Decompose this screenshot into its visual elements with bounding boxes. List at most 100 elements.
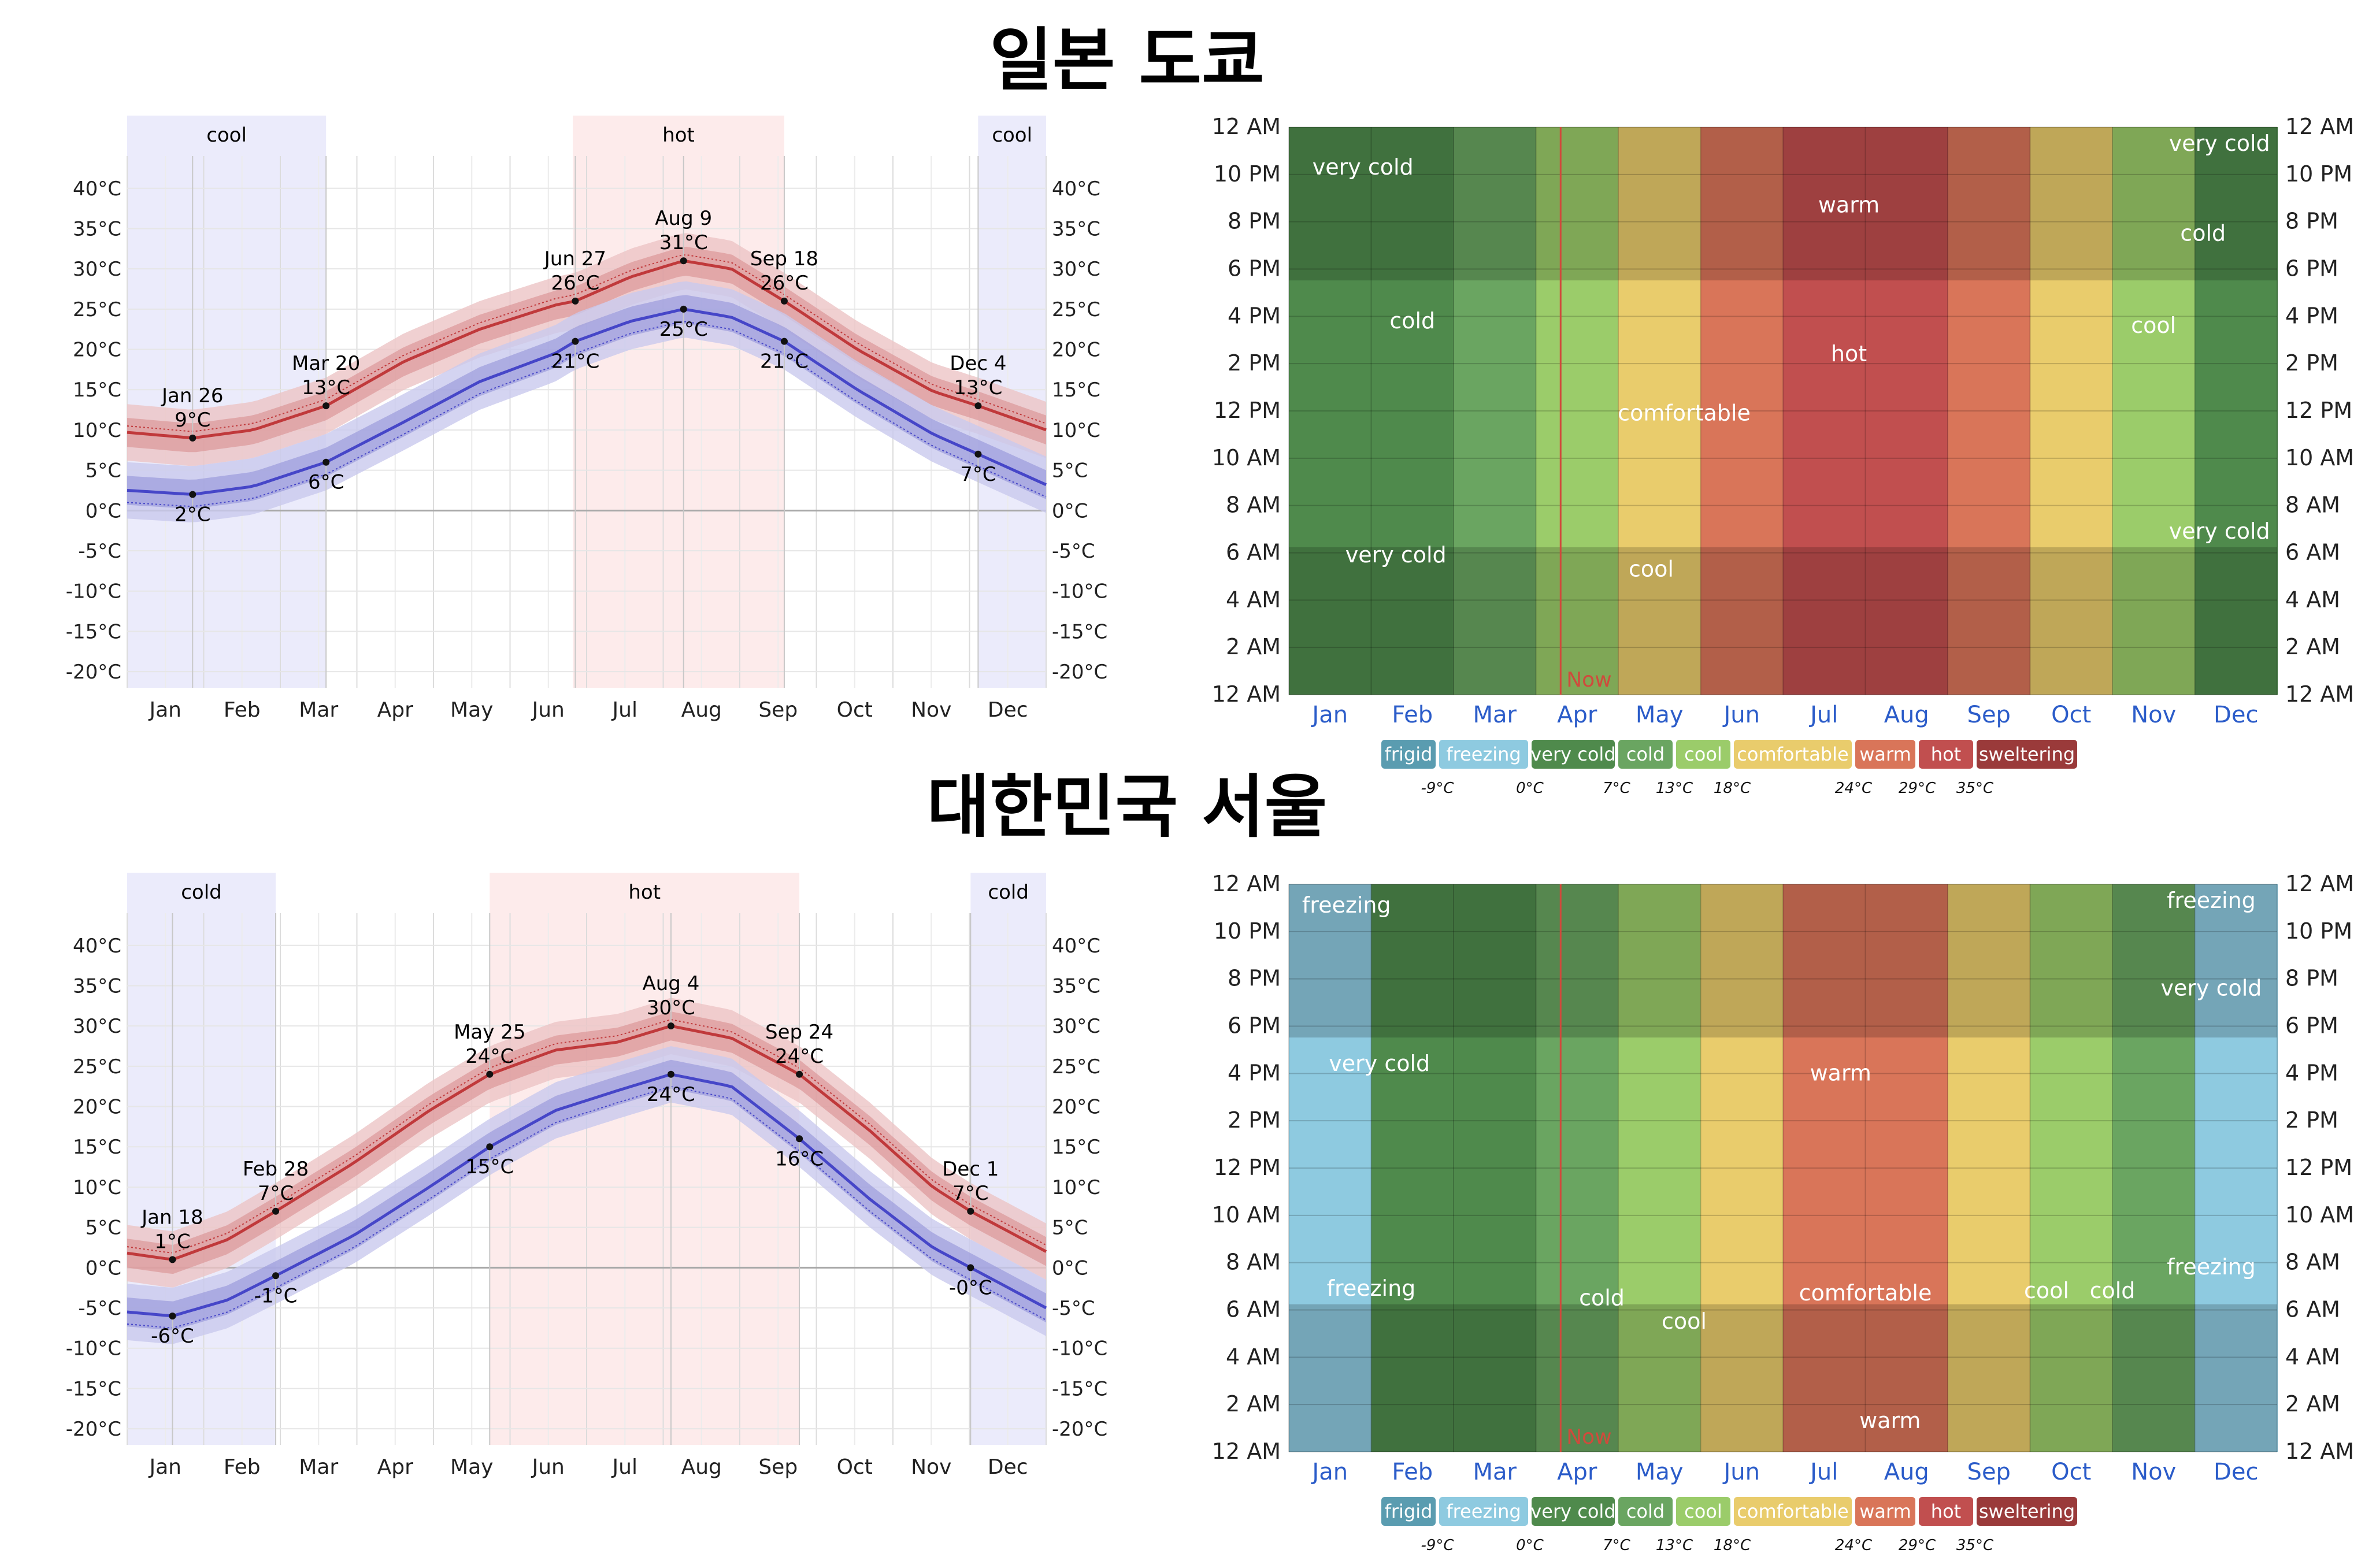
data-label: 1°C [154,1230,190,1253]
hour-label-left: 4 AM [1226,587,1281,612]
heatmap-cell [2030,127,2113,695]
hour-label-left: 8 PM [1228,209,1281,234]
heatmap-cell [1948,127,2031,695]
legend-swatch [1919,740,1973,769]
hour-label-left: 2 PM [1228,1107,1281,1133]
hour-label-left: 8 AM [1226,492,1281,518]
y-tick-label-right: 25°C [1052,1055,1100,1078]
zone-label: freezing [2167,888,2256,913]
legend-label: cold [1626,743,1665,765]
y-tick-label-right: -15°C [1052,620,1107,643]
month-label: Mar [1473,1459,1517,1485]
month-label: Aug [681,698,722,722]
data-point [680,257,687,265]
legend-label: cold [1626,1500,1665,1522]
month-label: Nov [2131,1459,2176,1485]
legend-swatch [1381,1497,1436,1526]
y-tick-label-left: -20°C [66,1418,121,1441]
data-point [169,1256,176,1263]
month-label: Oct [2051,702,2091,728]
heatmap-cell [2195,884,2278,1452]
y-tick-label-left: 5°C [86,1217,121,1240]
hour-label-left: 10 AM [1212,445,1281,470]
legend-label: freezing [1446,743,1521,765]
data-point [486,1070,494,1078]
data-label: 15°C [465,1155,514,1178]
month-label: Nov [2131,702,2176,728]
y-tick-label-right: 5°C [1052,459,1088,483]
data-point [272,1272,280,1280]
data-point [796,1135,803,1143]
hour-label-right: 12 AM [2285,114,2354,139]
data-label: 26°C [551,272,599,295]
legend-swatch [1855,740,1915,769]
hour-label-right: 10 PM [2285,161,2352,187]
y-tick-label-right: -20°C [1052,1418,1107,1441]
data-date-label: Jan 18 [140,1206,203,1229]
hour-label-right: 10 PM [2285,918,2352,944]
zone-label: freezing [1327,1276,1416,1301]
temperature-chart-tokyo: cool hot cool -20°C -20°C -15°C -15°C -10°C -10°… [66,116,1107,722]
legend-threshold: 7°C [1603,1537,1631,1554]
month-label: Sep [758,698,798,722]
legend-label: frigid [1385,1500,1433,1522]
hour-label-left: 6 PM [1228,256,1281,281]
month-label: Sep [758,1455,798,1479]
data-label: -1°C [254,1284,298,1307]
data-label: -0°C [949,1276,992,1299]
data-point [667,1070,674,1078]
low-dotted-line [127,1085,1047,1329]
month-label: Jul [611,1455,637,1479]
month-label: Oct [837,698,873,722]
legend-threshold: 35°C [1956,780,1994,797]
legend-threshold: -9°C [1421,1537,1454,1554]
y-tick-label-right: 35°C [1052,974,1100,998]
y-tick-label-right: 25°C [1052,298,1100,321]
hour-label-left: 10 PM [1214,161,1281,187]
night-shade [1289,127,2277,281]
heatmap-cell [1618,127,1702,695]
zone-label: freezing [2167,1254,2256,1280]
legend-swatch [1734,740,1852,769]
hour-label-left: 4 PM [1228,1060,1281,1085]
avg-low-line [127,308,1047,496]
heatmap-cell [1454,884,1537,1452]
y-tick-label-right: -10°C [1052,1337,1107,1361]
month-label: May [1636,1459,1684,1485]
hour-label-left: 12 PM [1214,398,1281,423]
high-dotted-line [127,254,1047,432]
heatmap-cell [1289,884,1372,1452]
month-label: Feb [224,698,261,722]
heatmap-cell [1865,127,1948,695]
month-label: Jul [611,698,637,722]
data-label: 21°C [551,350,599,373]
data-point [974,450,982,458]
heatmap-cell [1289,127,1372,695]
night-shade [1289,884,2277,1038]
hour-label-right: 2 AM [2285,1391,2340,1417]
y-tick-label-left: -15°C [66,620,121,643]
y-tick-label-left: -5°C [78,540,121,563]
month-label: Oct [837,1455,873,1479]
legend-threshold: 18°C [1714,780,1751,797]
hour-label-left: 10 PM [1214,918,1281,944]
legend-label: very cold [1530,1500,1615,1522]
now-label: Now [1566,668,1611,692]
y-tick-label-left: 0°C [86,1256,121,1280]
data-label: 30°C [647,996,695,1020]
night-shade [1289,1304,2277,1452]
legend-threshold: 7°C [1603,780,1631,797]
month-label: Mar [299,698,338,722]
y-tick-label-right: -5°C [1052,1297,1095,1320]
zone-label: cool [1629,556,1674,581]
y-tick-label-left: -15°C [66,1377,121,1400]
month-label: Jan [1310,1459,1348,1485]
y-tick-label-left: -10°C [66,580,121,603]
season-label: cold [988,881,1029,904]
zone-label: very cold [2169,518,2270,544]
zone-label: cold [1579,1285,1625,1310]
data-point [780,297,788,305]
legend-threshold: 29°C [1899,1537,1936,1554]
hour-label-left: 8 AM [1226,1250,1281,1275]
legend-label: warm [1859,1500,1911,1522]
